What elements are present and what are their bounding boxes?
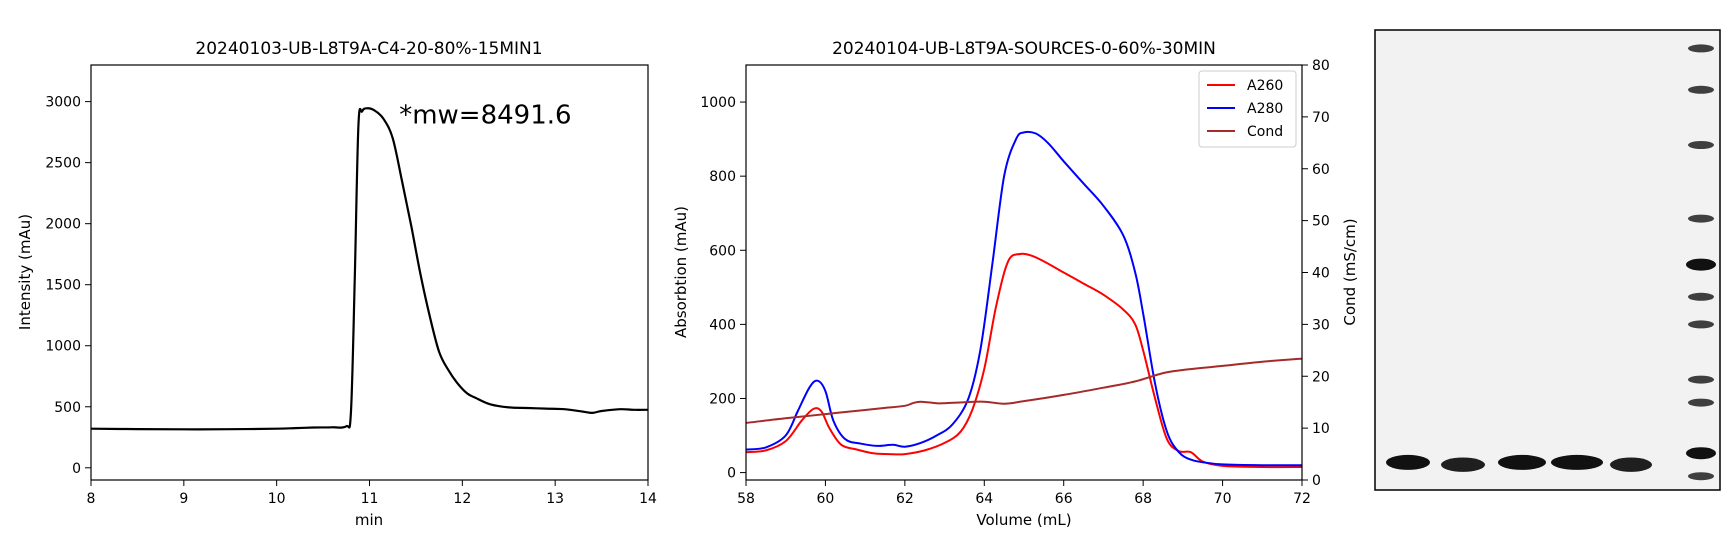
y2-tick-label: 10	[1312, 421, 1330, 437]
lc-chart: 20240103-UB-L8T9A-C4-20-80%-15MIN1 8 9 10 1…	[16, 39, 657, 529]
x-tick-label: 60	[817, 491, 835, 507]
x-tick-label: 72	[1293, 491, 1311, 507]
purification-y2-axis-label: Cond (mS/cm)	[1341, 218, 1359, 325]
ladder-band	[1686, 447, 1716, 460]
ladder-band	[1688, 398, 1714, 407]
ladder-band	[1688, 320, 1714, 329]
lc-y-axis: 0 500 1000 1500 2000 2500 3000	[45, 95, 91, 477]
lc-trace-line	[90, 107, 649, 431]
x-tick-label: 58	[737, 491, 755, 507]
ladder-band	[1686, 258, 1716, 271]
y-tick-label: 1000	[700, 95, 736, 111]
y2-tick-label: 80	[1312, 58, 1330, 74]
y2-tick-label: 40	[1312, 266, 1330, 282]
ladder-band	[1688, 472, 1714, 481]
x-tick-label: 10	[268, 491, 286, 507]
gel-band	[1610, 457, 1652, 472]
y-tick-label: 2500	[45, 156, 81, 172]
x-tick-label: 66	[1055, 491, 1073, 507]
y2-tick-label: 20	[1312, 369, 1330, 385]
gel-band	[1498, 454, 1546, 470]
y2-tick-label: 0	[1312, 473, 1321, 489]
legend-frame	[1198, 70, 1297, 148]
lc-chart-title: 20240103-UB-L8T9A-C4-20-80%-15MIN1	[195, 39, 542, 59]
purification-plot-area	[745, 130, 1303, 469]
gel-image	[1374, 29, 1721, 491]
y-tick-label: 600	[709, 243, 736, 259]
series-line-a260	[745, 252, 1303, 469]
purification-chart-title: 20240104-UB-L8T9A-SOURCES-0-60%-30MIN	[832, 39, 1216, 59]
series-line-cond	[745, 357, 1303, 424]
legend-label-a260: A260	[1247, 78, 1283, 94]
ladder-band	[1688, 375, 1714, 384]
legend-label-cond: Cond	[1247, 124, 1283, 140]
x-tick-label: 70	[1214, 491, 1232, 507]
y2-tick-label: 30	[1312, 317, 1330, 333]
x-tick-label: 68	[1134, 491, 1152, 507]
purification-chart: 20240104-UB-L8T9A-SOURCES-0-60%-30MIN 58…	[672, 39, 1359, 529]
purification-left-y-axis: 0 200 400 600 800 1000	[700, 95, 746, 482]
y-tick-label: 500	[54, 400, 81, 416]
legend-label-a280: A280	[1247, 101, 1283, 117]
y-tick-label: 0	[72, 461, 81, 477]
gel-band	[1386, 454, 1430, 470]
x-tick-label: 11	[361, 491, 379, 507]
x-tick-label: 8	[87, 491, 96, 507]
ladder-band	[1688, 85, 1714, 94]
x-tick-label: 14	[639, 491, 657, 507]
x-tick-label: 9	[179, 491, 188, 507]
ladder-band	[1688, 44, 1714, 53]
gel-band	[1551, 454, 1603, 470]
purification-y-axis-label: Absorbtion (mAu)	[672, 206, 690, 338]
mw-annotation: *mw=8491.6	[399, 101, 571, 131]
y2-tick-label: 60	[1312, 162, 1330, 178]
gel-frame	[1374, 29, 1721, 491]
y2-tick-label: 50	[1312, 214, 1330, 230]
lc-plot-area	[90, 107, 649, 431]
ladder-band	[1688, 214, 1714, 223]
purification-legend: A260 A280 Cond	[1198, 70, 1297, 148]
lc-x-axis: 8 9 10 11 12 13 14	[87, 480, 657, 507]
y-tick-label: 800	[709, 169, 736, 185]
x-tick-label: 62	[896, 491, 914, 507]
y-tick-label: 2000	[45, 217, 81, 233]
ladder-band	[1688, 292, 1714, 301]
x-tick-label: 64	[975, 491, 993, 507]
lc-x-axis-label: min	[355, 511, 383, 529]
y-tick-label: 3000	[45, 95, 81, 111]
y-tick-label: 400	[709, 317, 736, 333]
ladder-band	[1688, 141, 1714, 149]
lc-y-axis-label: Intensity (mAu)	[16, 214, 34, 330]
gel-band	[1441, 457, 1485, 472]
x-tick-label: 13	[546, 491, 564, 507]
purification-x-axis-label: Volume (mL)	[976, 511, 1071, 529]
y2-tick-label: 70	[1312, 110, 1330, 126]
purification-x-axis: 58 60 62 64 66 68 70 72	[737, 480, 1311, 507]
x-tick-label: 12	[453, 491, 471, 507]
purification-right-y-axis: 0 10 20 30 40 50 60 70 80	[1302, 58, 1330, 489]
y-tick-label: 0	[727, 466, 736, 482]
series-line-a280	[745, 130, 1303, 467]
y-tick-label: 1000	[45, 339, 81, 355]
y-tick-label: 1500	[45, 278, 81, 294]
y-tick-label: 200	[709, 391, 736, 407]
